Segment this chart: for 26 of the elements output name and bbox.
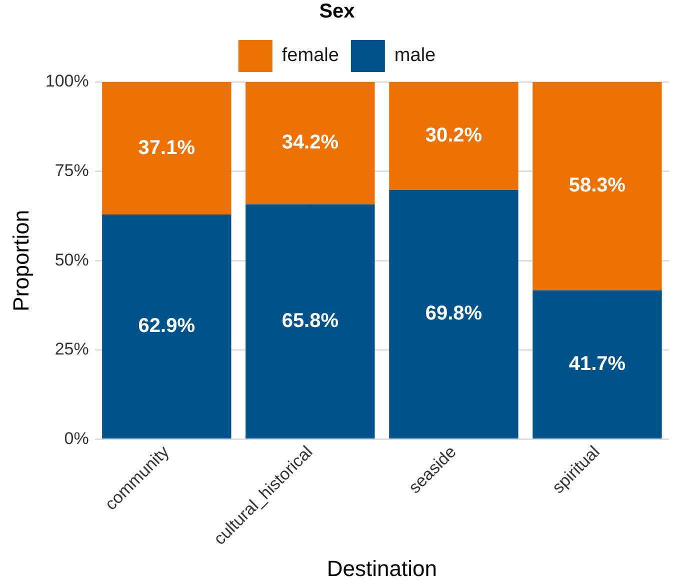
bar <box>532 290 662 439</box>
data-label: 37.1% <box>138 136 196 159</box>
bar <box>246 204 375 439</box>
bar <box>389 82 518 190</box>
bar <box>246 82 375 204</box>
bar <box>102 82 232 215</box>
y-tick-label: 50% <box>54 250 89 270</box>
x-axis-title: Destination <box>326 556 437 581</box>
y-tick-label: 75% <box>54 161 89 180</box>
data-label: 58.3% <box>568 174 626 197</box>
data-label: 65.8% <box>282 310 339 332</box>
legend-title: Sex <box>319 0 355 23</box>
bar <box>389 190 518 439</box>
data-label: 69.8% <box>425 302 482 325</box>
bar <box>532 82 662 290</box>
legend-label: female <box>282 45 339 66</box>
y-tick-label: 25% <box>54 340 89 359</box>
legend-label: male <box>394 45 436 66</box>
data-label: 34.2% <box>282 132 339 154</box>
y-axis-title: Proportion <box>8 210 34 312</box>
data-label: 30.2% <box>425 124 482 146</box>
bar <box>102 214 232 439</box>
data-label: 62.9% <box>138 315 196 338</box>
y-tick-label: 0% <box>64 428 89 448</box>
y-tick-label: 100% <box>45 72 89 91</box>
data-label: 41.7% <box>568 352 626 375</box>
